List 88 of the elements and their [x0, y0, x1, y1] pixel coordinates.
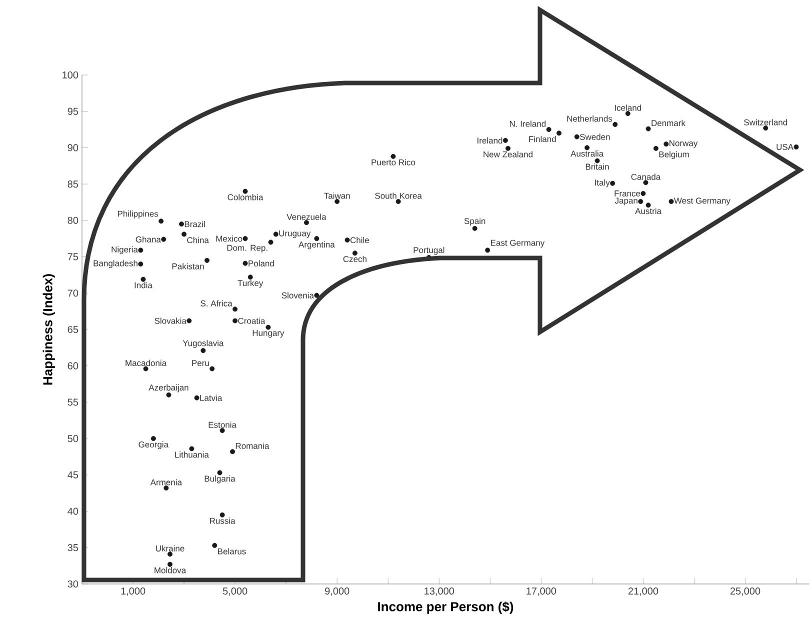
y-tick-label: 70	[68, 290, 78, 297]
annotation: West Germany	[674, 198, 730, 206]
x-tick-label: 5,000	[222, 588, 248, 596]
x-tick-label: 21,000	[628, 588, 658, 596]
annotation: Canada	[631, 174, 661, 180]
annotation: Croatia	[238, 318, 266, 324]
annotation: Finland	[529, 136, 556, 142]
annotation: Bangladesh	[94, 260, 138, 268]
y-tick-label: 100	[62, 71, 78, 79]
annotation: China	[187, 236, 209, 244]
annotation: Ukraine	[156, 545, 184, 552]
annotation: Venezuela	[286, 214, 326, 220]
annotation: Japan	[614, 198, 638, 206]
annotation: Taiwan	[324, 192, 350, 199]
y-tick-label: 30	[68, 580, 78, 588]
y-tick-label: 45	[68, 471, 78, 478]
annotation: Puerto Rico	[372, 159, 416, 166]
annotation: Lithuania	[175, 451, 209, 458]
annotation: Belarus	[218, 548, 246, 554]
annotation: Brazil	[184, 220, 205, 228]
annotation: Latvia	[200, 394, 222, 401]
y-axis-title: Happiness (Index)	[42, 274, 55, 385]
annotation: Peru	[192, 360, 209, 366]
annotation: Spain	[464, 218, 486, 226]
annotation: N. Ireland	[510, 120, 546, 127]
y-tick-label: 60	[68, 362, 78, 370]
annotation: Slovakia	[154, 318, 186, 324]
annotation: Netherlands	[567, 115, 612, 122]
annotation: Moldova	[154, 567, 186, 574]
annotation: Philippines	[118, 210, 158, 218]
annotation: Chile	[350, 236, 369, 244]
annotation: Switzerland	[744, 119, 788, 126]
y-tick-label: 65	[68, 326, 78, 334]
annotation: USA	[776, 144, 794, 150]
y-tick-label: 90	[68, 144, 78, 152]
annotation: Belgium	[659, 151, 689, 160]
x-axis-title: Income per Person ($)	[378, 602, 514, 614]
annotation: Ireland	[478, 137, 502, 144]
annotation: Iceland	[614, 104, 642, 111]
annotation: Czech	[343, 256, 366, 262]
y-tick-label: 55	[68, 398, 78, 406]
annotation: East Germany	[490, 240, 545, 248]
annotation: Pakistan	[172, 263, 204, 270]
annotation: Portugal	[414, 246, 444, 255]
x-tick-label: 17,000	[526, 588, 556, 596]
annotation: Poland	[248, 260, 274, 266]
annotation: Austria	[635, 208, 662, 214]
annotation: Australia	[570, 150, 604, 157]
y-tick-label: 85	[68, 180, 78, 188]
annotation: Slovenia	[282, 292, 314, 298]
annotation: Denmark	[652, 120, 686, 126]
annotation: India	[134, 282, 152, 288]
y-tick-label: 50	[68, 435, 78, 442]
annotation: S. Africa	[200, 300, 232, 306]
annotation: Colombia	[228, 194, 264, 200]
x-tick-label: 1,000	[121, 588, 146, 596]
annotation: Georgia	[138, 441, 169, 450]
x-tick-label: 25,000	[730, 588, 760, 596]
annotation: Italy	[595, 179, 610, 188]
annotation: Mexico	[216, 235, 242, 242]
annotation: Armenia	[150, 479, 182, 486]
y-tick-label: 75	[68, 253, 78, 260]
y-tick-label: 80	[68, 216, 78, 224]
annotation: Dom. Rep.	[227, 244, 268, 253]
annotation: Bulgaria	[204, 475, 236, 484]
annotation: Argentina	[298, 241, 335, 250]
annotation: Ghana	[136, 236, 161, 242]
annotation: Uruguay	[279, 230, 311, 238]
annotation: South Korea	[375, 192, 422, 199]
annotation: Norway	[670, 140, 698, 148]
x-tick-label: 13,000	[424, 588, 454, 596]
x-tick-label: 9,000	[325, 588, 350, 596]
y-tick-label: 95	[68, 108, 78, 115]
y-tick-label: 40	[68, 508, 78, 515]
annotation: New Zealand	[484, 151, 532, 158]
annotation: Romania	[236, 442, 270, 449]
annotation: Russia	[210, 518, 236, 524]
annotation: Turkey	[238, 280, 264, 288]
annotation: Estonia	[208, 422, 236, 428]
annotation: Sweden	[580, 134, 610, 140]
annotation: Macadonia	[126, 360, 167, 366]
y-tick-label: 35	[68, 544, 78, 552]
annotation: France	[614, 190, 640, 196]
annotation: Nigeria	[112, 246, 138, 254]
annotation: Azerbaijan	[148, 384, 188, 392]
annotation: Yugoslavia	[182, 340, 224, 348]
annotation: Hungary	[252, 330, 284, 338]
annotation: Britain	[586, 163, 609, 170]
